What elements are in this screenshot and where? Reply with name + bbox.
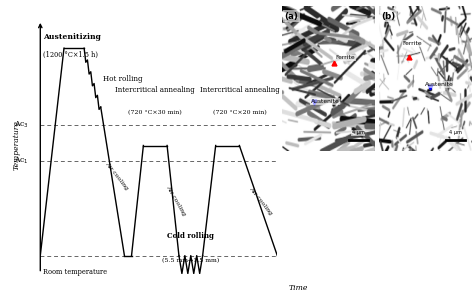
Text: Intercritical annealing: Intercritical annealing: [115, 86, 195, 94]
Text: (720 °C×30 min): (720 °C×30 min): [128, 110, 182, 115]
Text: Austenite: Austenite: [310, 99, 339, 104]
Text: Temperature: Temperature: [13, 120, 20, 171]
Text: Cold rolling: Cold rolling: [167, 232, 214, 240]
Text: Ac$_3$: Ac$_3$: [14, 120, 28, 130]
Text: Austenite: Austenite: [426, 82, 454, 87]
Text: 4 μm: 4 μm: [449, 130, 462, 135]
Text: Ac$_1$: Ac$_1$: [14, 156, 28, 166]
Text: Hot rolling: Hot rolling: [103, 75, 143, 83]
Text: Air cooling: Air cooling: [248, 186, 273, 216]
Text: Ferrite: Ferrite: [335, 55, 355, 61]
Text: (a): (a): [284, 12, 298, 21]
Text: Air cooling: Air cooling: [104, 161, 128, 191]
Text: Time: Time: [289, 284, 309, 291]
Text: (720 °C×20 min): (720 °C×20 min): [213, 110, 267, 115]
Text: Ferrite: Ferrite: [402, 41, 422, 46]
Text: 4 μm: 4 μm: [352, 130, 365, 135]
Text: (1200 °C×1.5 h): (1200 °C×1.5 h): [43, 51, 98, 59]
Text: Room temperature: Room temperature: [43, 268, 107, 276]
Text: Air cooling: Air cooling: [164, 184, 186, 217]
Text: Intercritical annealing: Intercritical annealing: [200, 86, 280, 94]
Text: Austenitizing: Austenitizing: [43, 33, 100, 40]
Text: (5.5 mm→1.5 mm): (5.5 mm→1.5 mm): [162, 258, 219, 263]
Text: (b): (b): [382, 12, 396, 21]
